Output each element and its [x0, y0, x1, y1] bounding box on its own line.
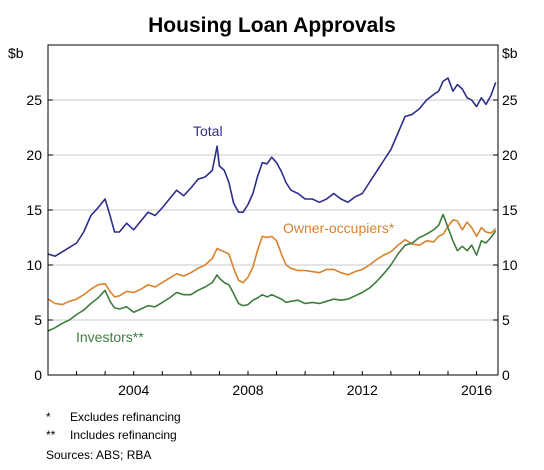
- series-label-owner-occupiers: Owner-occupiers*: [283, 220, 395, 236]
- series-label-total: Total: [193, 123, 223, 139]
- y-tick-label-right: 0: [502, 367, 510, 383]
- series-line-owner-occupiers: [47, 219, 497, 306]
- gridlines: [48, 99, 498, 321]
- y-tick-label-right: 15: [502, 202, 518, 218]
- footnote-row: * Excludes refinancing: [46, 408, 181, 426]
- y-tick-label-left: 0: [34, 367, 42, 383]
- series-line-total: [47, 77, 497, 257]
- footnote-mark: *: [46, 410, 51, 424]
- series-line-investors: [47, 213, 497, 332]
- y-unit-left: $b: [8, 45, 24, 61]
- y-tick-label-right: 20: [502, 147, 518, 163]
- x-tick-label: 2016: [461, 382, 492, 398]
- y-unit-right: $b: [502, 45, 518, 61]
- series-labels: Total Owner-occupiers* Investors**: [76, 123, 395, 345]
- x-tick-label: 2004: [118, 382, 149, 398]
- y-tick-label-left: 5: [34, 312, 42, 328]
- footnote-row: ** Includes refinancing: [46, 426, 181, 444]
- footnote-text: Excludes refinancing: [70, 410, 181, 424]
- y-tick-label-left: 10: [26, 257, 42, 273]
- footnote-text: Includes refinancing: [70, 428, 177, 442]
- axis-ticks: 0 0 5 5 10 10 15 15 20 20 25 25 2004 2008 2012 2016: [26, 92, 517, 398]
- y-tick-label-right: 25: [502, 92, 518, 108]
- y-tick-label-left: 25: [26, 92, 42, 108]
- y-tick-label-left: 20: [26, 147, 42, 163]
- chart-title: Housing Loan Approvals: [148, 14, 396, 37]
- footnote-mark: **: [46, 428, 56, 442]
- series-label-investors: Investors**: [76, 329, 144, 345]
- y-tick-label-right: 10: [502, 257, 518, 273]
- sources-note: Sources: ABS; RBA: [46, 448, 152, 462]
- y-tick-label-right: 5: [502, 312, 510, 328]
- y-tick-label-left: 15: [26, 202, 42, 218]
- series-lines: [47, 77, 497, 332]
- x-tick-label: 2012: [347, 382, 378, 398]
- x-tick-label: 2008: [232, 382, 263, 398]
- footnotes: * Excludes refinancing ** Includes refin…: [46, 408, 181, 464]
